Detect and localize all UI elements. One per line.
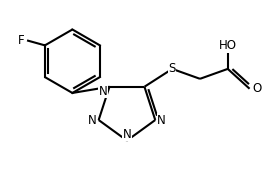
Text: S: S <box>169 62 176 75</box>
Text: HO: HO <box>219 39 237 52</box>
Text: N: N <box>99 85 108 98</box>
Text: N: N <box>123 128 131 141</box>
Text: F: F <box>17 34 24 47</box>
Text: N: N <box>157 113 166 127</box>
Text: N: N <box>88 113 97 127</box>
Text: O: O <box>252 82 262 95</box>
